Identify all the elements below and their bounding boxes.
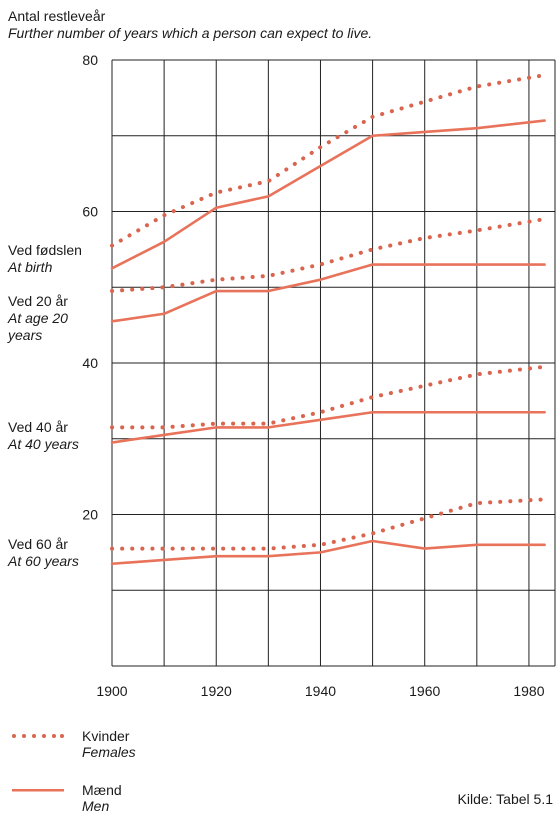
x-tick-label: 1920 [201, 683, 232, 699]
row-label-age-40-english: At 40 years [8, 436, 79, 452]
x-tick-label: 1900 [96, 683, 127, 699]
series-line-females [110, 217, 547, 294]
row-label-age-20-danish: Ved 20 år [8, 293, 68, 309]
source-note: Kilde: Tabel 5.1 [457, 791, 553, 807]
y-tick-label: 80 [82, 52, 98, 68]
legend-females: Kvinder Females [12, 728, 212, 762]
row-label-age-40-danish: Ved 40 år [8, 419, 68, 435]
series-line-females [110, 497, 547, 551]
row-label-age-60-danish: Ved 60 år [8, 536, 68, 552]
row-label-at-birth-english: At birth [8, 259, 53, 275]
y-tick-label: 20 [82, 507, 98, 523]
series-line-males [110, 410, 546, 444]
legend-males: Mænd Men [12, 782, 212, 816]
series-line-males [110, 119, 546, 270]
y-tick-label: 40 [82, 355, 98, 371]
legend-females-english: Females [82, 744, 136, 760]
legend-males-swatch [12, 789, 64, 792]
legend-females-danish: Kvinder [82, 728, 130, 744]
x-tick-label: 1940 [305, 683, 336, 699]
y-tick-label: 60 [82, 204, 98, 220]
row-label-age-40: Ved 40 år At 40 years [8, 419, 79, 453]
x-tick-label: 1980 [513, 683, 544, 699]
row-label-age-20: Ved 20 år At age 20 years [8, 293, 104, 344]
chart-title: Antal restleveår Further number of years… [8, 8, 372, 42]
row-label-age-60: Ved 60 år At 60 years [8, 536, 79, 570]
legend-males-danish: Mænd [82, 782, 122, 798]
series-line-females [110, 73, 547, 248]
chart-title-danish: Antal restleveår [8, 8, 106, 24]
series-line-males [110, 539, 546, 566]
row-label-at-birth: Ved fødslen At birth [8, 242, 82, 276]
series-line-females [110, 364, 547, 430]
row-label-age-60-english: At 60 years [8, 553, 79, 569]
chart-title-english: Further number of years which a person c… [8, 25, 373, 41]
series-line-males [110, 263, 546, 323]
x-tick-label: 1960 [409, 683, 440, 699]
legend-females-swatch [12, 734, 64, 738]
legend-males-english: Men [82, 798, 110, 814]
row-label-at-birth-danish: Ved fødslen [8, 242, 82, 258]
row-label-age-20-english: At age 20 years [8, 310, 68, 343]
